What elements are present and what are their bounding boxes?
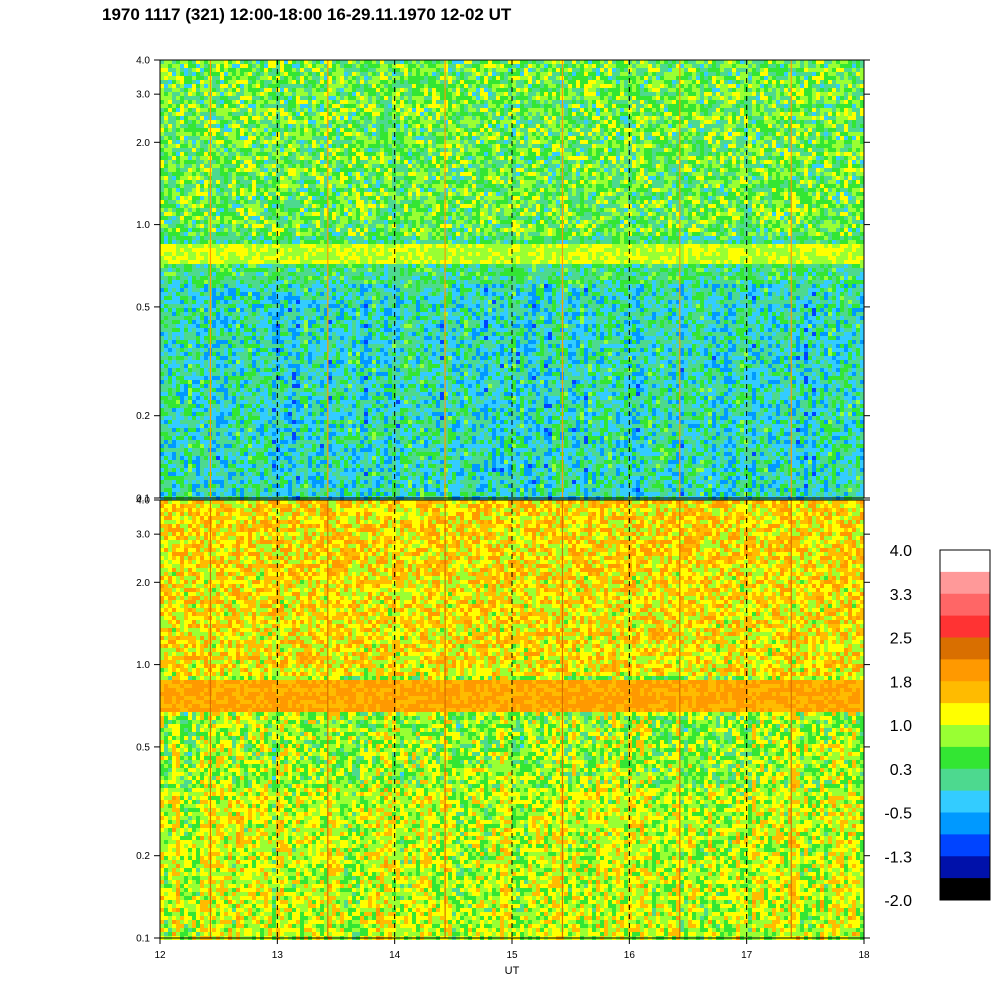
colorbar-segment [940, 550, 990, 572]
panel-bottom: 0.1 0.2 0.5 1.0 2.0 3.0 4.0 [136, 496, 870, 945]
colorbar-label: 1.0 [890, 718, 912, 735]
y-tick-label: 4.0 [136, 56, 150, 67]
colorbar-segment [940, 769, 990, 791]
colorbar-segment [940, 616, 990, 638]
y-tick-label: 1.0 [136, 660, 150, 671]
y-tick-label: 3.0 [136, 90, 150, 101]
colorbar-segment [940, 725, 990, 747]
y-tick-label: 0.5 [136, 742, 150, 753]
x-tick-label: 15 [506, 950, 518, 961]
colorbar-segment [940, 856, 990, 878]
y-tick-label: 0.2 [136, 851, 150, 862]
colorbar-segment [940, 878, 990, 900]
x-axis-label: UT [505, 965, 520, 977]
colorbar-label: 4.0 [890, 543, 912, 560]
y-tick-label: 4.0 [136, 496, 150, 507]
x-tick-label: 18 [858, 950, 870, 961]
colorbar: 4.0 3.3 2.5 1.8 1.0 0.3 -0.5 -1.3 -2.0 [884, 543, 990, 910]
colorbar-segment [940, 659, 990, 681]
colorbar-segment [940, 834, 990, 856]
colorbar-label: 1.8 [890, 674, 912, 691]
y-tick-label: 1.0 [136, 220, 150, 231]
colorbar-label: -1.3 [884, 849, 912, 866]
y-tick-label: 2.0 [136, 578, 150, 589]
colorbar-segment [940, 747, 990, 769]
colorbar-segment [940, 791, 990, 813]
x-axis: 12 13 14 15 16 17 18 [154, 938, 870, 961]
colorbar-label: 3.3 [890, 587, 912, 604]
y-tick-label: 0.5 [136, 302, 150, 313]
x-tick-label: 12 [154, 950, 166, 961]
colorbar-segment [940, 813, 990, 835]
colorbar-label: 2.5 [890, 631, 912, 648]
y-tick-label: 2.0 [136, 138, 150, 149]
colorbar-segment [940, 703, 990, 725]
colorbar-label: -2.0 [884, 893, 912, 910]
colorbar-segment [940, 572, 990, 594]
x-tick-label: 16 [624, 950, 636, 961]
x-tick-label: 17 [741, 950, 753, 961]
colorbar-label: -0.5 [884, 806, 912, 823]
y-tick-label: 0.1 [136, 934, 150, 945]
colorbar-segment [940, 638, 990, 660]
panel-top: 0.10.20.51.02.03.04.0 [136, 56, 870, 505]
colorbar-segment [940, 594, 990, 616]
x-tick-label: 13 [272, 950, 284, 961]
y-tick-label: 3.0 [136, 530, 150, 541]
colorbar-label: 0.3 [890, 762, 912, 779]
y-tick-label: 0.2 [136, 411, 150, 422]
colorbar-segment [940, 681, 990, 703]
x-tick-label: 14 [389, 950, 401, 961]
